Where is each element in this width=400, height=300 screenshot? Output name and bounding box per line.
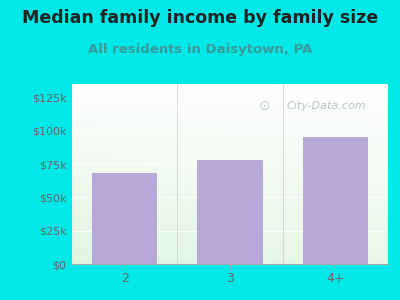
- Text: City-Data.com: City-Data.com: [287, 100, 366, 111]
- Bar: [92, 173, 157, 264]
- Bar: [197, 160, 263, 264]
- Text: ⊙: ⊙: [259, 99, 270, 112]
- Bar: [303, 137, 368, 264]
- Text: Median family income by family size: Median family income by family size: [22, 9, 378, 27]
- Text: All residents in Daisytown, PA: All residents in Daisytown, PA: [88, 44, 312, 56]
